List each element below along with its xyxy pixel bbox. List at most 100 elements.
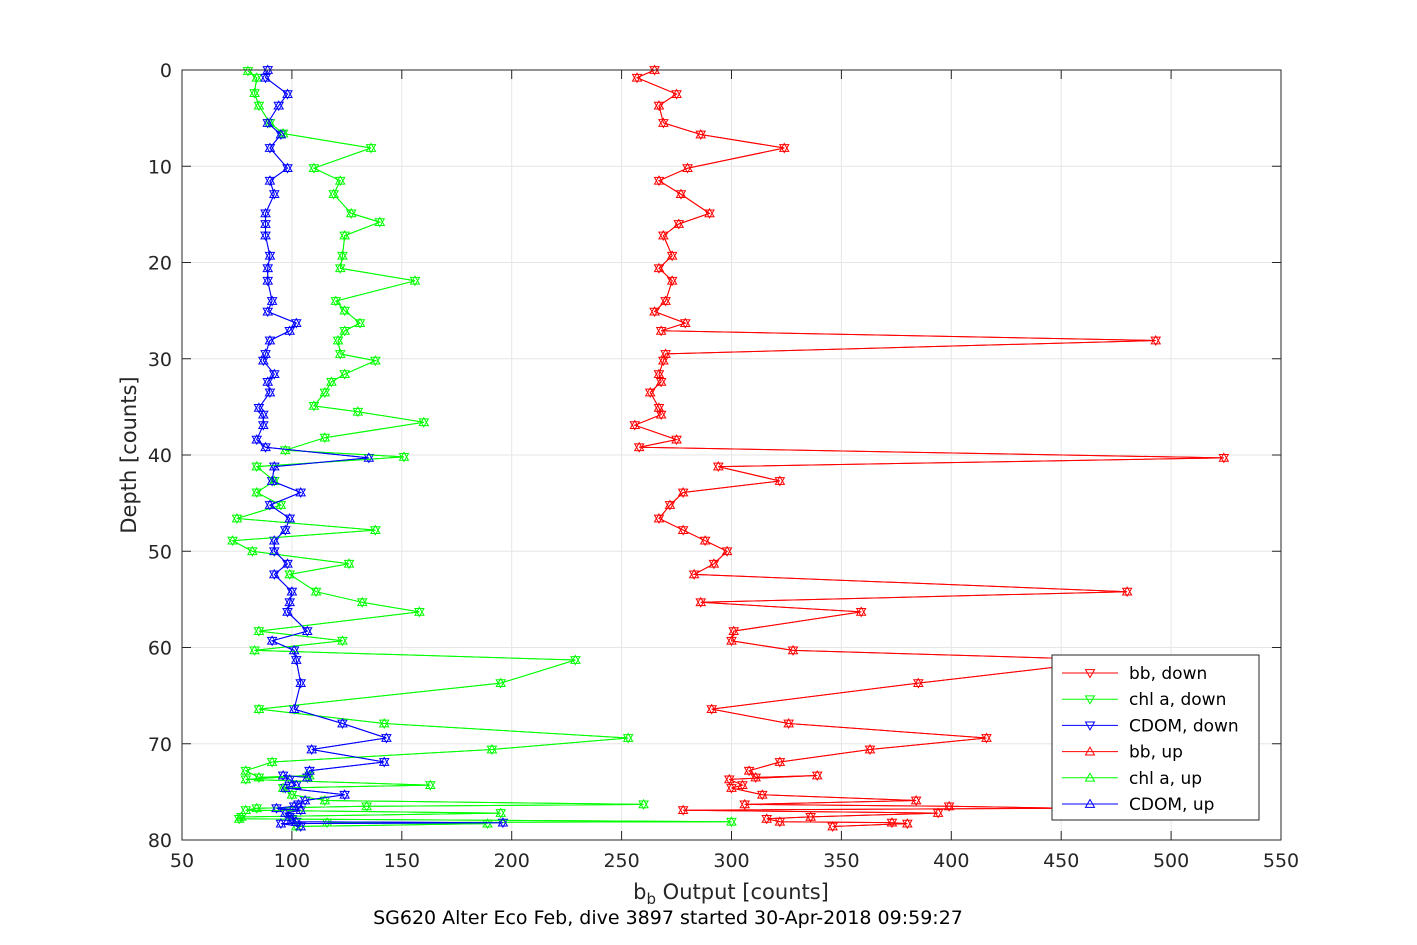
data-point bbox=[253, 101, 265, 112]
data-point bbox=[260, 207, 271, 218]
legend-label: CDOM, down bbox=[1129, 716, 1239, 736]
data-point bbox=[240, 766, 252, 777]
legend-entry: bb, up bbox=[1062, 743, 1183, 763]
data-point bbox=[334, 175, 346, 185]
data-point bbox=[264, 388, 276, 398]
data-point bbox=[290, 317, 302, 328]
data-point bbox=[658, 117, 669, 127]
data-point bbox=[249, 87, 260, 97]
data-point bbox=[708, 558, 720, 568]
data-point bbox=[655, 409, 667, 419]
data-point bbox=[778, 142, 790, 152]
x-tick-label: 350 bbox=[823, 850, 859, 872]
data-point bbox=[633, 441, 645, 452]
data-point bbox=[260, 209, 271, 219]
data-point bbox=[304, 770, 315, 780]
data-point bbox=[282, 558, 293, 568]
x-tick-label: 150 bbox=[384, 850, 420, 872]
data-point bbox=[339, 789, 351, 799]
y-axis-label: Depth [counts] bbox=[117, 376, 141, 533]
data-point bbox=[282, 164, 293, 174]
data-point bbox=[306, 744, 318, 754]
data-point bbox=[739, 800, 751, 810]
data-point bbox=[712, 461, 724, 471]
data-point bbox=[284, 325, 296, 335]
data-point bbox=[260, 348, 271, 358]
data-point bbox=[750, 771, 762, 782]
data-point bbox=[827, 821, 838, 831]
data-point bbox=[308, 162, 320, 173]
data-point bbox=[240, 804, 252, 815]
data-point bbox=[495, 807, 507, 817]
data-point bbox=[339, 230, 351, 240]
data-point bbox=[284, 598, 296, 608]
data-point bbox=[345, 207, 357, 218]
data-point bbox=[257, 355, 269, 365]
data-point bbox=[655, 377, 667, 388]
x-tick-label: 500 bbox=[1153, 850, 1189, 872]
series-5 bbox=[251, 64, 509, 831]
data-point bbox=[706, 703, 718, 713]
data-point bbox=[260, 73, 271, 84]
data-point bbox=[319, 388, 331, 398]
figure-caption: SG620 Alter Eco Feb, dive 3897 started 3… bbox=[373, 907, 963, 929]
data-point bbox=[673, 218, 685, 228]
data-point bbox=[266, 475, 278, 485]
data-point bbox=[1218, 454, 1230, 464]
data-point bbox=[251, 487, 263, 497]
data-point bbox=[253, 403, 265, 414]
data-point bbox=[418, 416, 430, 427]
legend-entry: CDOM, down bbox=[1062, 716, 1239, 736]
data-point bbox=[653, 368, 665, 379]
data-point bbox=[497, 818, 509, 829]
data-point bbox=[723, 773, 735, 784]
legend-entry: CDOM, up bbox=[1062, 795, 1214, 815]
y-tick-label: 20 bbox=[148, 253, 172, 275]
data-point bbox=[653, 176, 665, 187]
data-point bbox=[655, 325, 667, 335]
data-point bbox=[631, 72, 643, 82]
data-point bbox=[666, 250, 678, 260]
legend-label: bb, down bbox=[1129, 664, 1207, 684]
data-point bbox=[655, 376, 667, 386]
data-point bbox=[284, 811, 296, 821]
data-point bbox=[677, 524, 689, 534]
data-point bbox=[260, 72, 271, 82]
data-point bbox=[282, 606, 293, 616]
x-axis-label-subscript: b bbox=[646, 890, 656, 908]
x-tick-label: 300 bbox=[713, 850, 749, 872]
data-point bbox=[279, 807, 291, 817]
data-point bbox=[277, 128, 289, 138]
data-point bbox=[774, 756, 786, 766]
data-point bbox=[721, 547, 733, 557]
data-point bbox=[227, 536, 238, 547]
data-point bbox=[726, 816, 737, 826]
data-point bbox=[301, 625, 313, 636]
data-point bbox=[286, 586, 298, 596]
data-point bbox=[332, 334, 344, 345]
data-point bbox=[649, 306, 660, 316]
data-point bbox=[257, 419, 269, 430]
data-point bbox=[275, 499, 287, 509]
x-tick-label: 400 bbox=[933, 850, 969, 872]
data-point bbox=[644, 386, 656, 397]
data-point bbox=[1150, 334, 1162, 345]
y-tick-label: 60 bbox=[148, 638, 172, 660]
data-point bbox=[268, 570, 280, 580]
data-point bbox=[943, 802, 955, 812]
x-tick-label: 250 bbox=[603, 850, 639, 872]
x-axis-label: bb Output [counts] bbox=[633, 880, 829, 908]
data-point bbox=[286, 789, 298, 799]
data-point bbox=[268, 370, 280, 380]
data-point bbox=[695, 596, 707, 607]
data-point bbox=[279, 526, 291, 536]
data-point bbox=[374, 216, 386, 226]
data-point bbox=[737, 779, 748, 790]
data-point bbox=[231, 513, 243, 523]
data-point bbox=[262, 262, 274, 273]
series-layer bbox=[227, 64, 1230, 833]
data-point bbox=[726, 817, 737, 828]
data-point bbox=[251, 461, 263, 471]
x-tick-label: 50 bbox=[170, 850, 194, 872]
y-tick-label: 80 bbox=[148, 830, 172, 852]
